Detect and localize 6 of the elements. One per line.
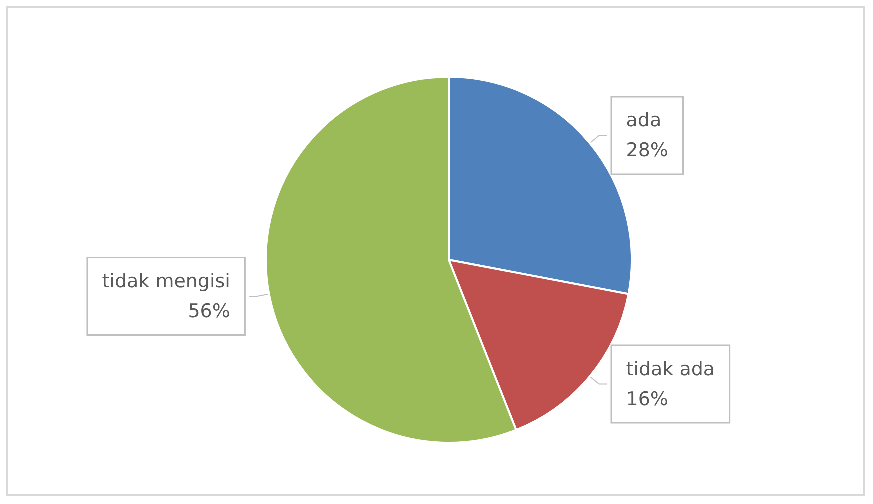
- slice-label: ada: [626, 110, 662, 132]
- data-label: 28%: [626, 140, 668, 162]
- slice-label: tidak mengisi: [102, 270, 230, 293]
- data-label: 56%: [188, 300, 230, 323]
- slice-label: tidak ada: [626, 358, 716, 380]
- data-label: 16%: [626, 388, 668, 410]
